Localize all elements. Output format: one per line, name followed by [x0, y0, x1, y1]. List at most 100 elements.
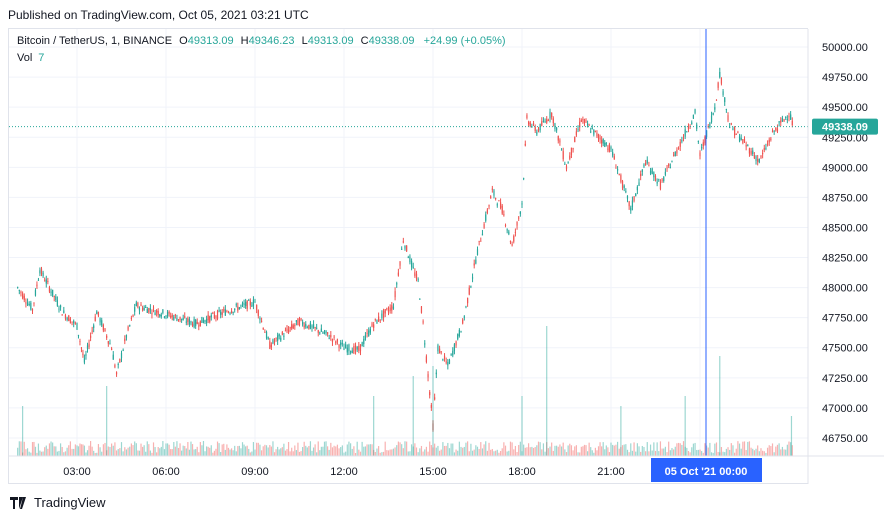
- symbol-label[interactable]: Bitcoin / TetherUS, 1, BINANCE: [17, 35, 173, 47]
- volume-bar: [410, 444, 413, 456]
- candle-body: [717, 82, 719, 88]
- volume-bar: [786, 444, 788, 456]
- volume-bar: [648, 451, 650, 456]
- volume-bar: [523, 444, 525, 456]
- volume-bar: [235, 451, 237, 456]
- volume-bar: [490, 449, 492, 456]
- volume-bar: [712, 452, 714, 456]
- candle-body: [570, 147, 573, 155]
- chart-pane[interactable]: [8, 28, 808, 484]
- candle-body: [316, 327, 318, 329]
- volume-bar: [184, 446, 186, 456]
- candle-body: [18, 289, 20, 291]
- volume-bar: [127, 447, 129, 456]
- volume-bar: [498, 452, 500, 456]
- candle-body: [593, 129, 595, 135]
- volume-bar: [755, 448, 757, 456]
- volume-bar: [430, 445, 432, 456]
- volume-bar: [109, 446, 111, 456]
- volume-bar: [529, 447, 531, 456]
- candle-body: [590, 131, 592, 133]
- volume-bar: [765, 452, 767, 456]
- candle-body: [422, 321, 424, 323]
- candle-body: [564, 163, 566, 165]
- candle-body: [697, 140, 699, 142]
- volume-bar: [371, 444, 373, 456]
- volume-bar: [265, 445, 268, 456]
- candle-body: [546, 118, 548, 123]
- candle-body: [135, 302, 137, 307]
- volume-bar: [45, 445, 47, 456]
- candle-body: [212, 312, 214, 314]
- volume-bar: [146, 441, 148, 456]
- candle-body: [145, 306, 147, 308]
- candle-body: [766, 143, 769, 145]
- volume-bar: [317, 441, 319, 456]
- volume-bar: [257, 442, 259, 456]
- volume-bar: [181, 450, 183, 456]
- volume-bar: [80, 444, 83, 456]
- volume-bar: [30, 452, 32, 456]
- candle-body: [179, 316, 181, 321]
- volume-bar: [382, 451, 385, 456]
- candle-body: [467, 297, 469, 304]
- candle-body: [343, 347, 345, 351]
- volume-bar: [125, 449, 128, 456]
- volume-bar: [554, 445, 556, 456]
- volume-bar: [216, 441, 219, 456]
- candle-body: [585, 120, 587, 122]
- candle-body: [165, 315, 167, 318]
- volume-bar: [727, 447, 729, 456]
- candle-body: [743, 139, 746, 142]
- candle-body: [625, 191, 627, 193]
- candle-body: [129, 325, 131, 327]
- candle-body: [544, 120, 546, 123]
- candle-body: [30, 302, 32, 310]
- candle-body: [714, 107, 716, 110]
- volume-bar: [369, 444, 371, 456]
- volume-bar: [391, 449, 393, 456]
- candle-body: [419, 298, 421, 300]
- candle-body: [76, 322, 78, 330]
- candle-body: [196, 321, 198, 324]
- volume-bar: [384, 441, 386, 456]
- volume-bar: [448, 448, 451, 456]
- candle-body: [631, 200, 634, 207]
- footer-brand[interactable]: TradingView: [10, 495, 106, 510]
- volume-bar: [481, 448, 484, 456]
- volume-bar: [435, 447, 437, 456]
- candle-body: [773, 130, 775, 132]
- candle-body: [725, 108, 727, 110]
- candle-body: [575, 131, 577, 136]
- candle-body: [562, 151, 564, 160]
- volume-bar: [237, 446, 239, 456]
- volume-bar: [591, 450, 593, 456]
- candle-body: [386, 308, 388, 310]
- volume-bar: [775, 446, 777, 456]
- candle-body: [306, 327, 308, 329]
- candle-body: [286, 328, 288, 332]
- candle-body: [599, 137, 601, 140]
- volume-bar: [122, 451, 124, 456]
- y-tick-label: 49750.00: [822, 72, 868, 84]
- volume-bar: [277, 446, 279, 456]
- volume-bar: [631, 450, 634, 456]
- candle-body: [608, 144, 611, 152]
- volume-bar: [297, 442, 299, 456]
- volume-bar: [659, 441, 662, 456]
- volume-bar: [569, 443, 571, 456]
- volume-bar: [44, 447, 46, 456]
- candle-body: [333, 336, 335, 338]
- volume-bar: [37, 443, 40, 456]
- candle-body: [415, 273, 418, 280]
- candle-body: [269, 341, 271, 349]
- candle-body: [649, 170, 652, 174]
- volume-bar: [594, 447, 596, 456]
- volume-bar: [668, 441, 670, 456]
- volume-bar: [663, 448, 665, 456]
- volume-bar: [616, 441, 619, 456]
- volume-bar: [20, 441, 22, 456]
- volume-bar: [404, 441, 406, 456]
- candle-body: [518, 217, 520, 219]
